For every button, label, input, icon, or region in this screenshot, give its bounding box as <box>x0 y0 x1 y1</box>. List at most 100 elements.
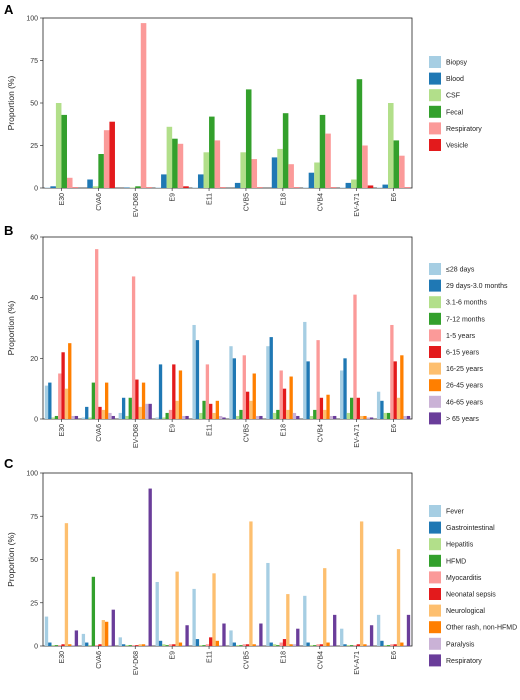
bar <box>101 409 105 419</box>
bar <box>376 187 383 188</box>
bar <box>380 640 384 646</box>
bar <box>185 415 189 419</box>
bar <box>68 343 72 419</box>
x-tick-label: CVB4 <box>317 193 324 211</box>
bar <box>148 488 152 646</box>
bar <box>168 644 173 646</box>
bar <box>51 645 55 646</box>
y-tick-label: 100 <box>26 16 38 23</box>
legend-key <box>429 637 441 650</box>
bar <box>356 644 360 646</box>
bar <box>135 379 139 419</box>
bar <box>363 644 367 646</box>
bar <box>232 358 236 419</box>
panel-letter: C <box>4 456 14 471</box>
bar <box>255 415 260 419</box>
bar <box>252 373 256 419</box>
bar <box>235 645 240 646</box>
legend-key <box>429 362 441 375</box>
bar <box>252 644 256 646</box>
x-tick-label: E18 <box>280 424 287 437</box>
bar <box>95 249 99 419</box>
legend-key <box>429 538 441 551</box>
bar <box>309 415 314 419</box>
bar <box>245 89 252 188</box>
bar <box>257 187 263 188</box>
bar <box>197 174 204 188</box>
bar <box>178 642 183 646</box>
bar <box>393 140 400 188</box>
bar <box>155 417 159 419</box>
legend-label: Myocarditis <box>446 575 482 582</box>
bar <box>195 340 200 419</box>
bar <box>316 340 320 419</box>
legend-label: Neonatal sepsis <box>446 592 496 599</box>
bar <box>340 370 344 419</box>
legend-label: Respiratory <box>446 658 482 665</box>
bar <box>386 645 391 646</box>
y-tick-label: 0 <box>34 186 38 193</box>
bar <box>203 152 210 188</box>
bar <box>330 187 337 188</box>
legend-key <box>429 105 441 118</box>
bar <box>215 400 220 419</box>
bar <box>266 346 270 419</box>
bar <box>249 400 253 419</box>
bar <box>98 406 102 419</box>
bar <box>232 642 236 646</box>
bar <box>403 645 407 646</box>
bar <box>205 644 210 646</box>
bar <box>155 581 159 646</box>
bar <box>81 633 86 646</box>
legend-key <box>429 263 441 275</box>
bar <box>350 645 354 646</box>
panel-a: A 0 25 50 75 100 Proportion (%) E30 CVA6 EV-D68 E9… <box>4 2 482 217</box>
bar <box>303 187 309 188</box>
bar <box>162 644 166 646</box>
bar <box>242 644 246 646</box>
bar <box>276 409 280 419</box>
y-axis-title: Proportion (%) <box>6 300 16 355</box>
legend-key <box>429 379 441 392</box>
bar <box>326 394 330 419</box>
bar <box>396 549 401 646</box>
bar <box>276 645 280 646</box>
bar <box>222 623 226 646</box>
x-tick-label: E30 <box>59 193 66 206</box>
bar <box>111 609 115 646</box>
bar <box>165 645 169 646</box>
bar <box>61 114 67 188</box>
bar <box>269 337 273 419</box>
bar <box>192 187 198 188</box>
bar <box>386 412 391 419</box>
bar <box>140 23 147 188</box>
panel-b: B 0 20 40 60 Proportion (%) E30 CVA6 EV-D68 E9 E11… <box>4 223 508 448</box>
y-tick-label: 20 <box>30 356 38 363</box>
legend-label: Fecal <box>446 109 464 116</box>
legend-label: 6-15 years <box>446 350 480 357</box>
x-tick-label: EV-D68 <box>133 424 140 448</box>
bar <box>71 415 75 419</box>
x-tick-label: CVB5 <box>243 193 250 211</box>
bar <box>306 642 310 646</box>
bar <box>118 637 122 646</box>
y-tick-label: 25 <box>30 600 38 607</box>
bar <box>329 415 334 419</box>
bar <box>141 644 146 646</box>
legend-label: 46-65 years <box>446 399 483 406</box>
bar <box>219 415 223 419</box>
bar <box>182 415 186 419</box>
bar <box>403 415 407 419</box>
bar <box>234 182 241 188</box>
bar <box>155 187 162 188</box>
bar <box>135 645 139 646</box>
bar <box>359 521 364 646</box>
legend-label: 3.1-6 months <box>446 300 487 307</box>
bar <box>279 370 283 419</box>
legend-label: CSF <box>446 93 460 100</box>
bar <box>87 179 93 188</box>
bar <box>400 642 404 646</box>
x-tick-label: EV-A71 <box>354 424 361 448</box>
bar <box>145 645 149 646</box>
bar <box>199 412 203 419</box>
